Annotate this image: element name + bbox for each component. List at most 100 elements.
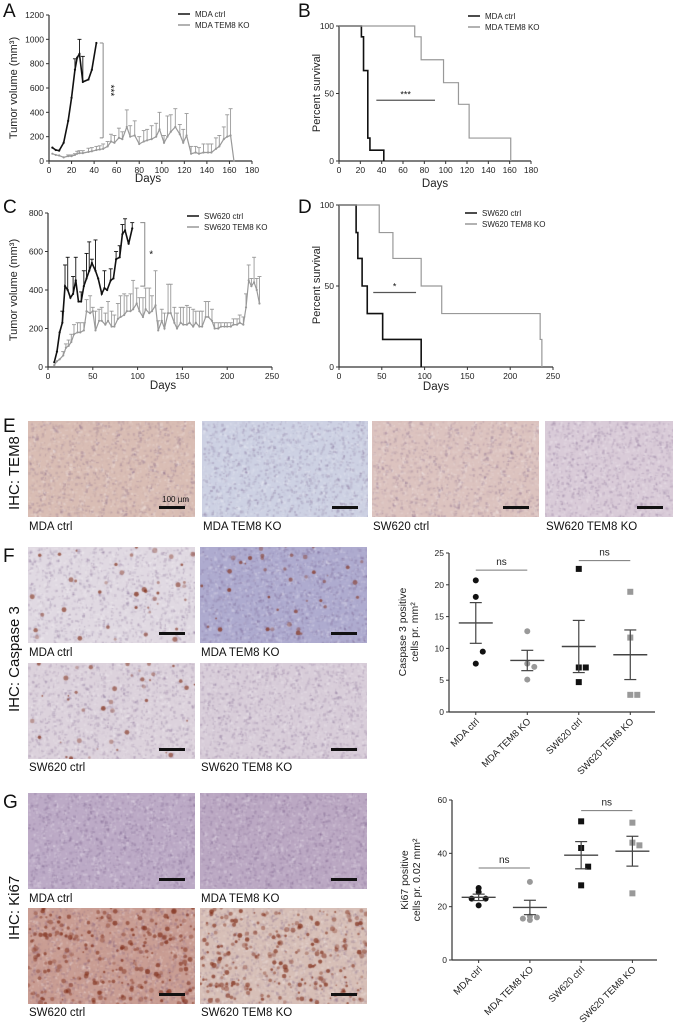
y-tick-label: 0 <box>439 707 444 717</box>
x-tick-label: 120 <box>460 165 474 175</box>
data-point <box>202 151 205 154</box>
data-point <box>87 150 90 153</box>
data-point <box>78 151 81 155</box>
micrograph-e-1: 100 µm <box>28 421 195 517</box>
micrograph-g-3 <box>28 908 195 1004</box>
data-point <box>475 902 482 909</box>
micrograph-f-4 <box>200 663 367 759</box>
data-point <box>169 312 172 315</box>
tissue-texture <box>28 547 195 643</box>
panel-letter-b: B <box>298 1 311 22</box>
x-tick-label: 0 <box>46 371 51 381</box>
category-label: MDA TEM8 KO <box>480 716 534 770</box>
data-point <box>113 141 116 144</box>
data-point <box>71 292 75 295</box>
scale-bar-label: 100 µm <box>162 495 189 504</box>
data-point <box>112 277 115 280</box>
y-tick-label: 25 <box>435 548 445 558</box>
data-point <box>194 321 197 324</box>
data-point <box>575 565 582 572</box>
x-tick-label: 60 <box>398 165 408 175</box>
y-tick-label: 600 <box>30 83 44 93</box>
data-point <box>95 148 98 152</box>
y-axis-label: Percent survival <box>311 54 323 132</box>
data-point <box>162 141 166 144</box>
scale-bar <box>503 506 529 509</box>
x-tick-label: 120 <box>177 165 191 175</box>
legend-label: SW620 TEM8 KO <box>482 220 545 229</box>
data-point <box>76 56 79 59</box>
y-tick-label: 5 <box>439 675 444 685</box>
data-point <box>106 288 109 292</box>
data-point <box>58 331 61 334</box>
y-tick-label: 50 <box>325 89 335 99</box>
y-tick-label: 20 <box>438 902 448 912</box>
data-point <box>201 325 204 328</box>
data-point <box>54 148 57 152</box>
data-point <box>472 660 479 667</box>
data-point <box>74 279 77 282</box>
data-point <box>213 327 216 330</box>
y-tick-label: 100 <box>320 21 334 31</box>
data-point <box>627 691 634 698</box>
category-label: SW620 TEM8 KO <box>577 964 638 1024</box>
data-point <box>148 312 151 315</box>
y-tick-label: 15 <box>435 612 445 622</box>
data-point <box>166 135 169 138</box>
y-axis-label: Tumor volume (mm³) <box>8 37 20 139</box>
micrograph-caption: SW620 ctrl <box>29 1007 86 1019</box>
data-point <box>629 890 636 897</box>
data-point <box>85 277 88 280</box>
data-point <box>533 914 540 921</box>
panel-letter-f: F <box>3 546 15 567</box>
data-point <box>62 156 65 159</box>
x-tick-label: 160 <box>222 165 236 175</box>
x-tick-label: 0 <box>337 371 342 381</box>
y-tick-label: 200 <box>30 132 44 142</box>
data-point <box>73 153 77 157</box>
data-point <box>219 325 223 328</box>
y-tick-label: 0 <box>329 156 334 166</box>
data-point <box>585 863 592 870</box>
data-point <box>88 269 91 272</box>
y-tick-label: 800 <box>29 208 43 218</box>
data-point <box>102 147 105 150</box>
micrograph-g-2 <box>200 793 367 889</box>
micrograph-caption: SW620 ctrl <box>29 762 86 774</box>
data-point <box>58 358 61 361</box>
data-point <box>217 327 220 330</box>
data-point <box>100 319 103 322</box>
data-point <box>89 312 92 315</box>
y-tick-label: 800 <box>30 59 44 69</box>
data-point <box>81 80 84 84</box>
y-tick-label: 600 <box>29 247 43 257</box>
data-point <box>69 296 72 299</box>
scale-bar <box>159 632 185 635</box>
micrograph-caption: MDA TEM8 KO <box>203 521 282 533</box>
panel-letter-e: E <box>3 416 16 437</box>
data-point <box>138 142 141 146</box>
x-tick-label: 160 <box>503 165 517 175</box>
data-point <box>123 229 127 232</box>
y-tick-label: 40 <box>438 848 448 858</box>
panel-letter-g: G <box>3 792 18 813</box>
data-point <box>204 315 207 319</box>
data-point <box>575 679 582 686</box>
category-label: MDA ctrl <box>449 716 482 749</box>
y-tick-label: 0 <box>39 156 44 166</box>
data-point <box>154 304 157 307</box>
significance-label: *** <box>400 89 411 99</box>
micrograph-caption: MDA TEM8 KO <box>201 647 280 659</box>
category-label: MDA ctrl <box>452 964 485 997</box>
row-label-ki67: IHC: Ki67 <box>6 875 23 940</box>
data-point <box>166 312 170 315</box>
y-tick-label: 200 <box>29 324 43 334</box>
y-axis-label: Ki67 positive <box>399 850 411 910</box>
data-point <box>135 302 138 305</box>
x-tick-label: 80 <box>420 165 430 175</box>
data-point <box>119 315 122 319</box>
data-point <box>113 325 116 328</box>
data-point <box>229 134 232 137</box>
comparison-label: ns <box>496 557 507 568</box>
data-point <box>62 141 65 144</box>
